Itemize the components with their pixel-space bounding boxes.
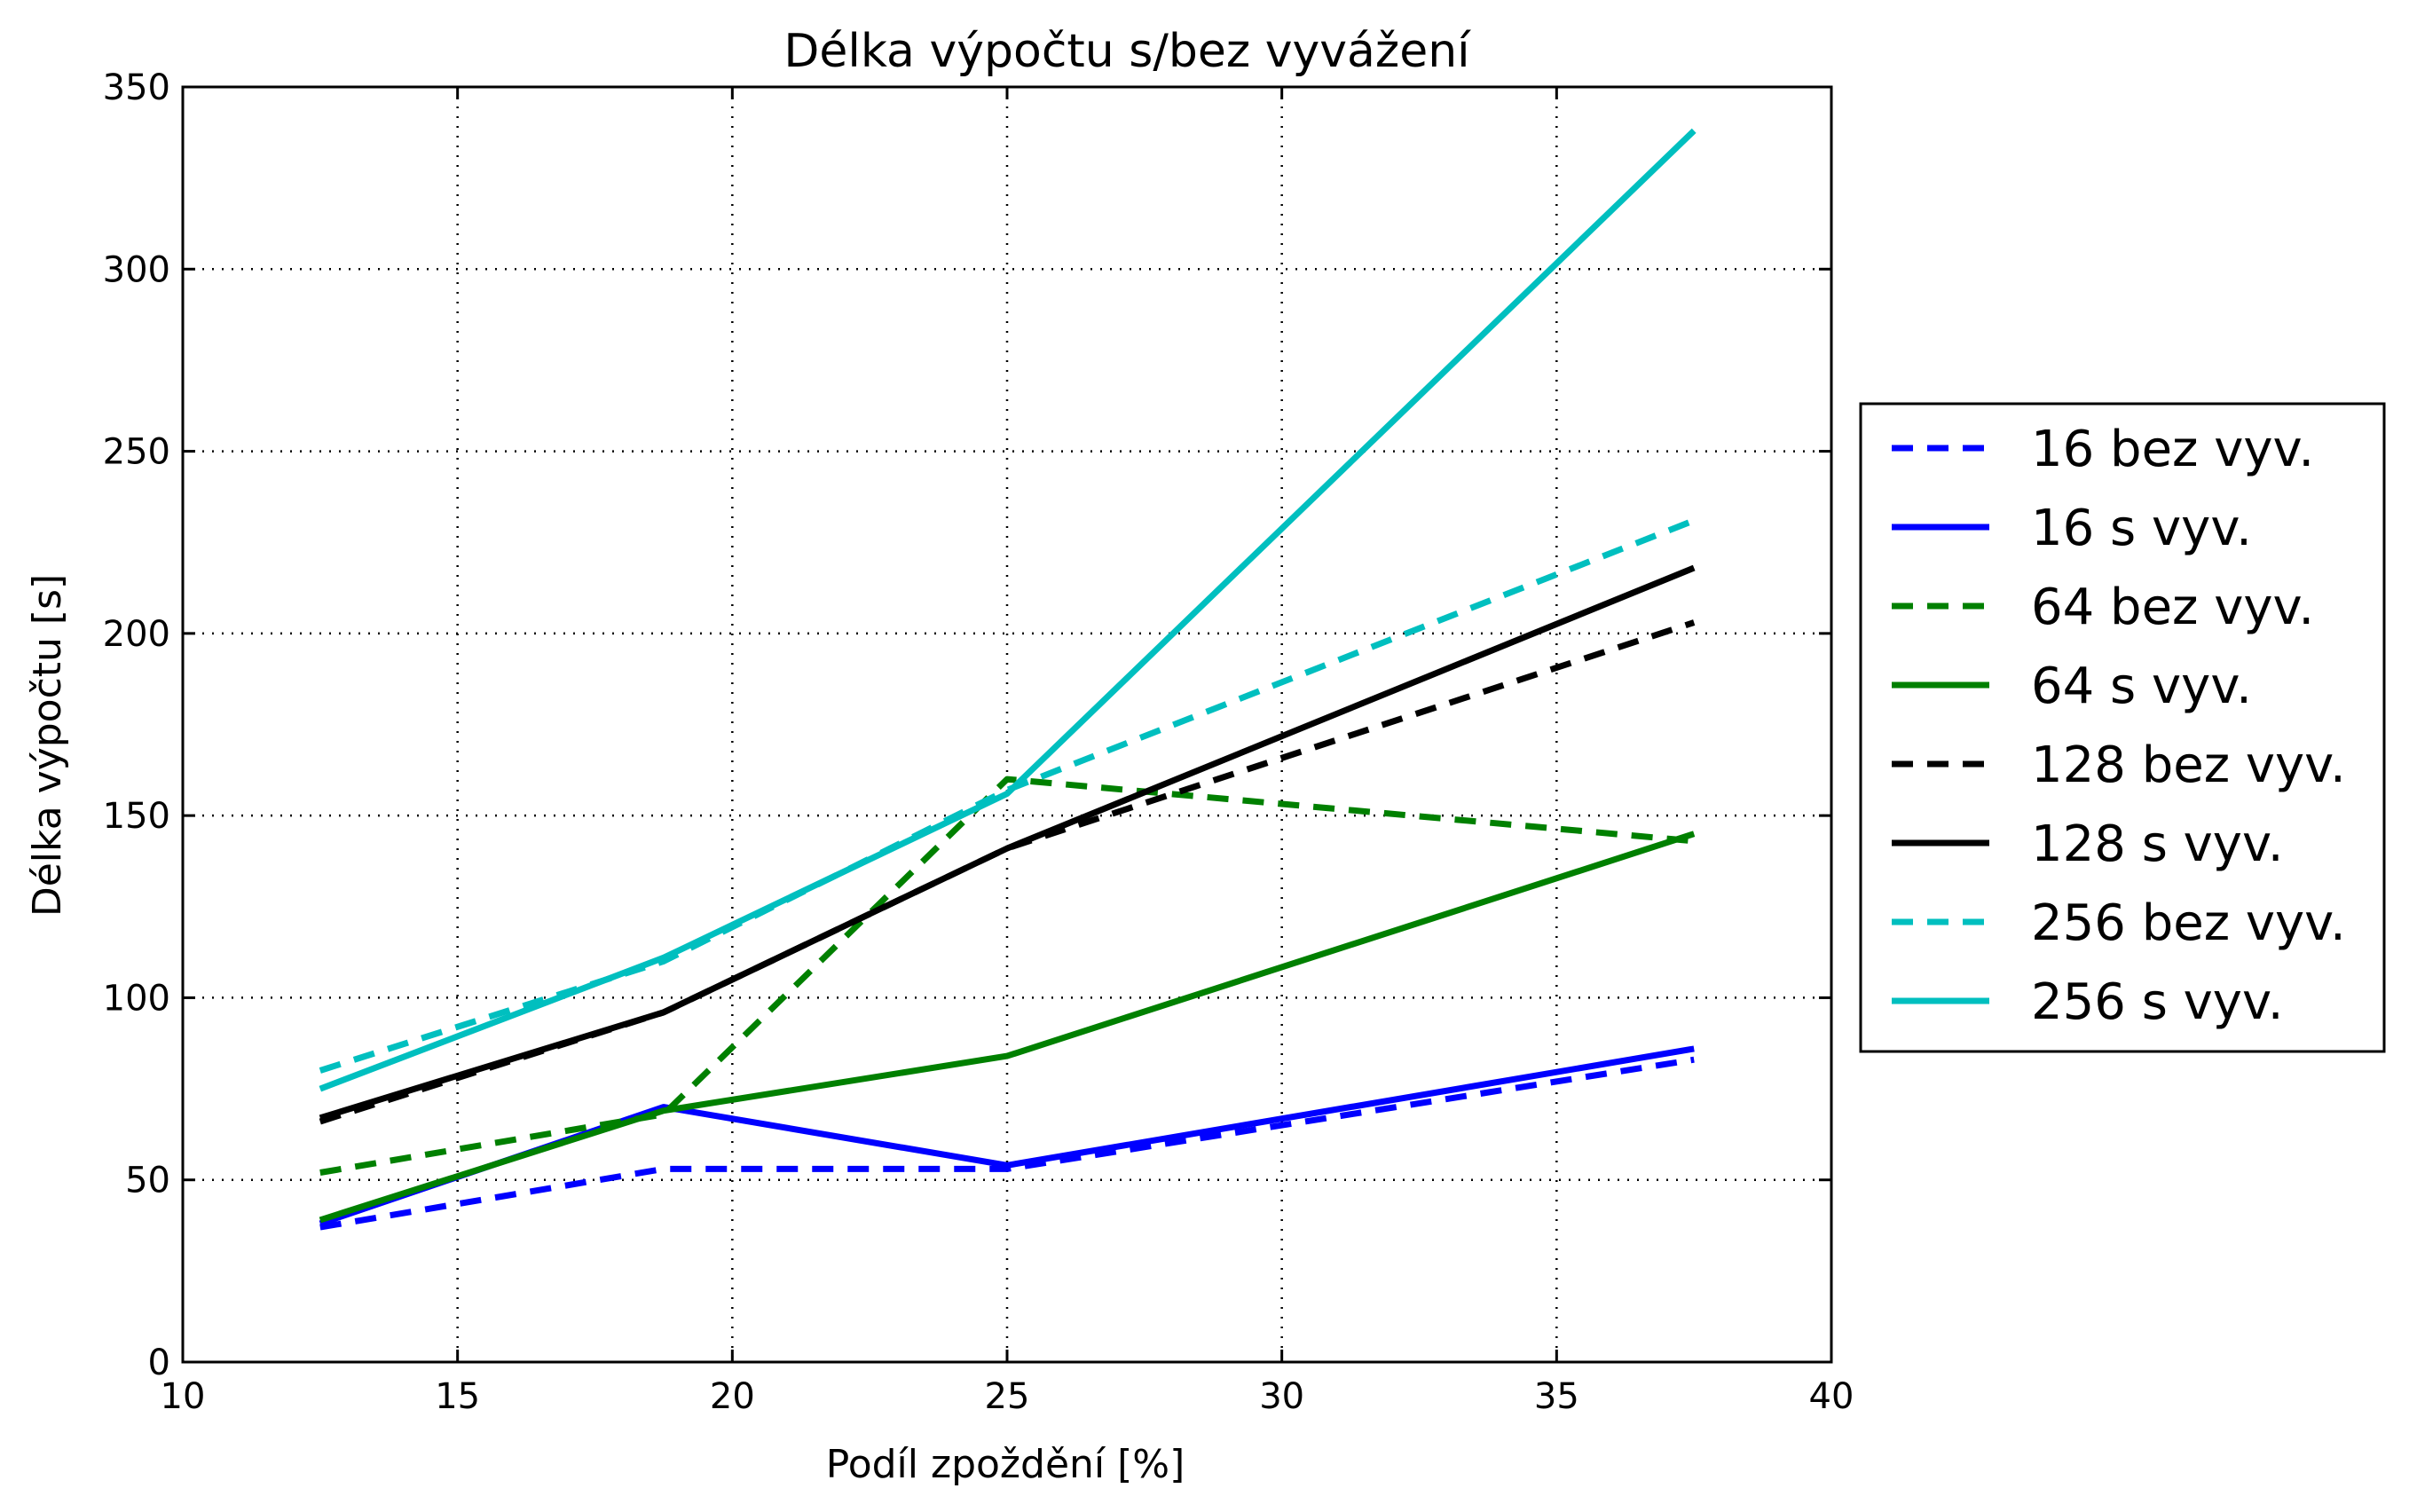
x-tick-label: 30 (1259, 1376, 1304, 1417)
series-line-16-bez-vyv- (319, 1056, 1695, 1231)
x-tick-label: 35 (1534, 1376, 1579, 1417)
chart-title: Délka výpočtu s/bez vyvážení (783, 25, 1471, 78)
y-tick-label: 250 (103, 432, 170, 473)
legend-item: 16 s vyv. (1892, 500, 2252, 557)
y-tick-label: 350 (103, 67, 170, 108)
x-axis-title: Podíl zpoždění [%] (826, 1442, 1185, 1487)
legend-box (1859, 402, 2386, 1053)
legend-label: 16 s vyv. (2031, 500, 2252, 557)
x-tick-label: 10 (161, 1376, 206, 1417)
y-tick-label: 50 (125, 1161, 170, 1201)
y-tick-label: 300 (103, 249, 170, 290)
legend-label: 128 bez vyv. (2031, 736, 2346, 794)
legend-item: 128 bez vyv. (1892, 736, 2346, 794)
series-lines (319, 128, 1697, 1231)
legend-item: 16 bez vyv. (1892, 421, 2314, 478)
legend-item: 256 bez vyv. (1892, 894, 2346, 952)
y-tick-label: 0 (148, 1343, 170, 1383)
y-tick-label: 100 (103, 978, 170, 1019)
legend-item: 64 bez vyv. (1892, 579, 2314, 636)
legend: 16 bez vyv. 16 s vyv. 64 bez vyv. 64 s vyv.… (1859, 402, 2386, 1053)
legend-label: 128 s vyv. (2031, 815, 2284, 873)
legend-label: 64 s vyv. (2031, 658, 2252, 715)
series-line-64-bez-vyv- (319, 776, 1695, 1176)
x-tick-label: 40 (1809, 1376, 1854, 1417)
x-tick-label: 15 (435, 1376, 480, 1417)
legend-label: 256 bez vyv. (2031, 894, 2346, 952)
legend-label: 16 bez vyv. (2031, 421, 2314, 478)
legend-item: 64 s vyv. (1892, 658, 2252, 715)
series-line-64-s-vyv- (319, 831, 1696, 1224)
axis-ticks: 10 15 20 25 30 35 40 0 50 100 150 200 250 300 350 (103, 67, 1854, 1417)
x-tick-label: 20 (710, 1376, 755, 1417)
legend-label: 64 bez vyv. (2031, 579, 2314, 636)
y-tick-label: 150 (103, 796, 170, 837)
legend-item: 256 s vyv. (1892, 973, 2284, 1031)
series-line-128-s-vyv- (319, 564, 1696, 1122)
series-line-256-s-vyv- (319, 128, 1697, 1092)
y-tick-label: 200 (103, 614, 170, 655)
legend-label: 256 s vyv. (2031, 973, 2284, 1031)
y-axis-title: Délka výpočtu [s] (25, 574, 70, 917)
legend-item: 128 s vyv. (1892, 815, 2284, 873)
x-tick-label: 25 (985, 1376, 1030, 1417)
